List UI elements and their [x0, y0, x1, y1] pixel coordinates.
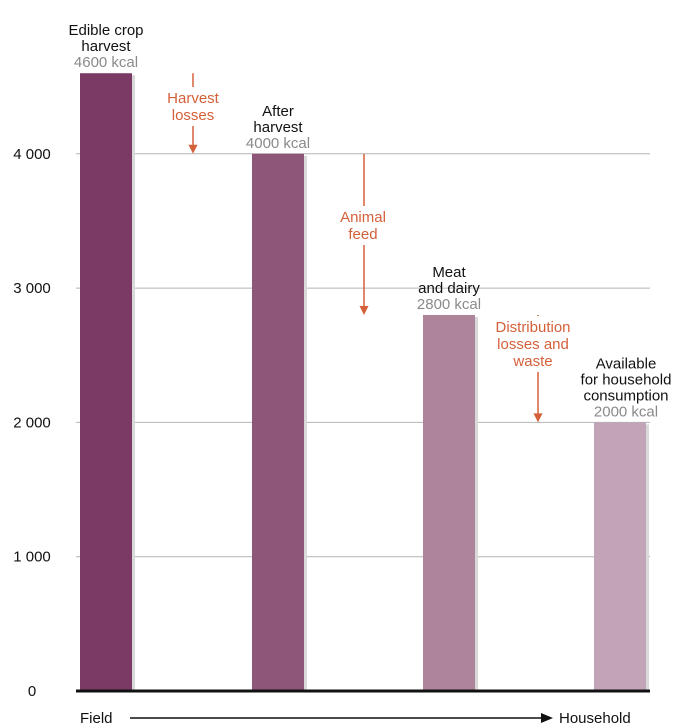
bar-name-label: Available: [596, 355, 657, 372]
x-axis-start-label: Field: [80, 710, 113, 727]
annotation-arrowhead: [533, 413, 543, 423]
bar: [252, 153, 304, 692]
bar-name-label: and dairy: [418, 280, 480, 297]
x-axis-end-label: Household: [559, 710, 631, 727]
y-tick-label: 4 000: [13, 146, 51, 163]
annotation-label: Animal: [340, 209, 386, 226]
bar: [80, 73, 132, 692]
bar-name-label: consumption: [583, 387, 668, 404]
y-tick-label: 3 000: [13, 280, 51, 297]
y-tick-label: 1 000: [13, 549, 51, 566]
bar-name-label: harvest: [253, 119, 303, 136]
bar-name-label: Edible crop: [68, 22, 143, 39]
annotation-label: Distribution: [495, 319, 570, 336]
y-tick-label: 2 000: [13, 414, 51, 431]
annotation-arrowhead: [359, 305, 369, 315]
annotation-label: feed: [348, 226, 377, 243]
bar-name-label: for household: [581, 371, 672, 388]
gridlines: [76, 153, 650, 558]
bar-value-label: 4000 kcal: [246, 135, 310, 152]
annotation-label: losses and: [497, 336, 569, 353]
bar: [423, 314, 475, 691]
bar-value-label: 4600 kcal: [74, 54, 138, 71]
x-axis-direction: Field Household: [80, 710, 631, 727]
annotation-label: waste: [512, 353, 552, 370]
y-tick-labels: 0 1 000 2 000 3 000 4 000: [13, 146, 51, 700]
bar-value-label: 2800 kcal: [417, 296, 481, 313]
annotation-arrowhead: [188, 144, 198, 154]
y-tick-label: 0: [28, 683, 36, 700]
bar-value-label: 2000 kcal: [594, 403, 658, 420]
x-axis-direction-arrowhead: [541, 713, 553, 723]
bar: [594, 422, 646, 691]
bar-name-label: harvest: [81, 38, 131, 55]
bar-name-label: Meat: [432, 264, 466, 281]
annotation-label: Harvest: [167, 90, 220, 107]
annotation-label: losses: [172, 107, 215, 124]
bars: [80, 73, 649, 692]
annotations: HarvestlossesAnimalfeedDistributionlosse…: [167, 73, 571, 423]
bar-name-label: After: [262, 103, 294, 120]
